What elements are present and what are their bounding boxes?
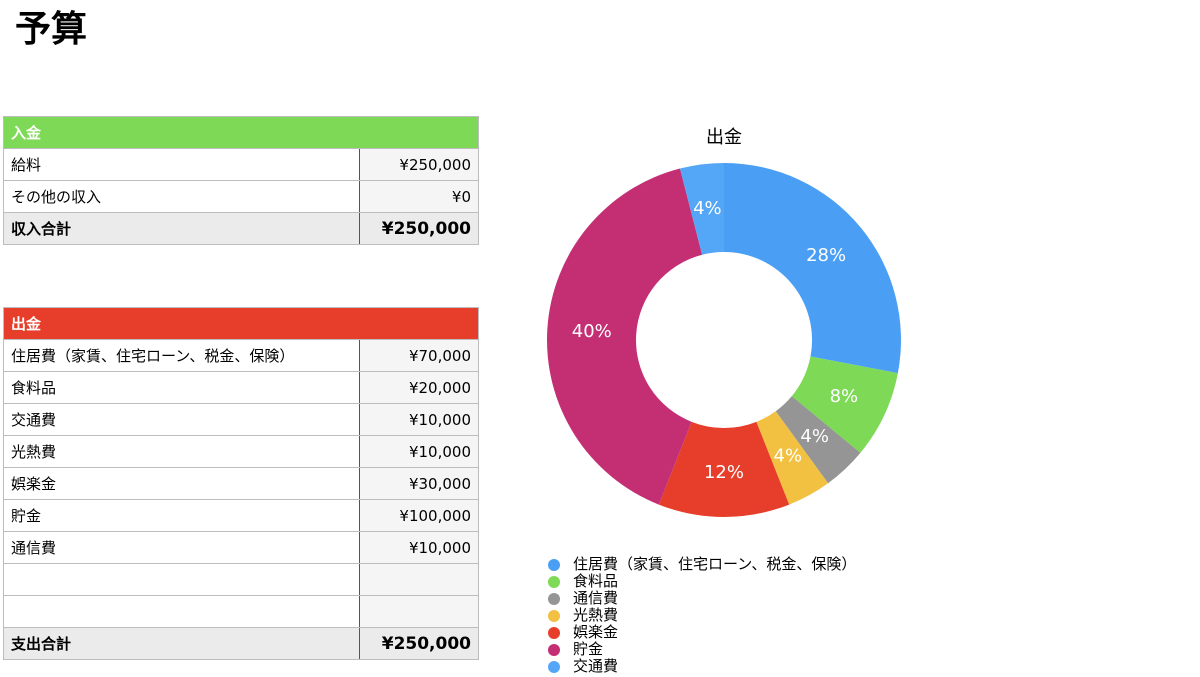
legend-swatch (548, 592, 560, 605)
expense-amount[interactable] (359, 563, 479, 596)
income-total-label: 収入合計 (3, 212, 360, 245)
expense-header: 出金 (3, 307, 479, 340)
legend-label: 通信費 (573, 589, 619, 607)
expense-amount[interactable] (359, 595, 479, 628)
slice-label-5: 40% (572, 321, 612, 342)
legend-swatch (548, 660, 560, 673)
expense-table: 出金 住居費（家賃、住宅ローン、税金、保険） ¥70,000 食料品 ¥20,0… (3, 307, 479, 660)
legend-swatch (548, 609, 560, 622)
expense-label[interactable]: 貯金 (3, 499, 360, 532)
income-label[interactable]: その他の収入 (3, 180, 360, 213)
slice-label-3: 4% (774, 446, 803, 467)
donut-slice-6[interactable] (679, 163, 724, 255)
income-total-amount: ¥250,000 (359, 212, 479, 245)
expense-label[interactable] (3, 563, 360, 596)
table-row (3, 595, 479, 628)
legend-item[interactable]: 貯金 (548, 641, 856, 658)
donut-slice-1[interactable] (791, 356, 898, 453)
donut-slice-5[interactable] (547, 168, 703, 505)
legend-item[interactable]: 通信費 (548, 590, 856, 607)
table-row: 給料 ¥250,000 (3, 148, 479, 181)
expense-label[interactable]: 光熱費 (3, 435, 360, 468)
expense-label[interactable]: 交通費 (3, 403, 360, 436)
donut-slice-2[interactable] (775, 396, 861, 484)
table-row: 住居費（家賃、住宅ローン、税金、保険） ¥70,000 (3, 339, 479, 372)
donut-slice-0[interactable] (724, 163, 901, 374)
legend-item[interactable]: 食料品 (548, 573, 856, 590)
legend-swatch (548, 558, 560, 571)
legend-swatch (548, 575, 560, 588)
table-row: 貯金 ¥100,000 (3, 499, 479, 532)
income-amount[interactable]: ¥0 (359, 180, 479, 213)
table-row: 交通費 ¥10,000 (3, 403, 479, 436)
expense-label[interactable]: 食料品 (3, 371, 360, 404)
income-table: 入金 給料 ¥250,000 その他の収入 ¥0 収入合計 ¥250,000 (3, 116, 479, 245)
legend-item[interactable]: 交通費 (548, 658, 856, 675)
legend-label: 光熱費 (573, 606, 619, 624)
income-total-row: 収入合計 ¥250,000 (3, 212, 479, 245)
expense-total-amount: ¥250,000 (359, 627, 479, 660)
expense-label[interactable]: 通信費 (3, 531, 360, 564)
income-header: 入金 (3, 116, 479, 149)
expense-total-row: 支出合計 ¥250,000 (3, 627, 479, 660)
slice-label-6: 4% (693, 198, 722, 219)
chart-legend: 住居費（家賃、住宅ローン、税金、保険） 食料品 通信費 光熱費 娯楽金 貯金 交通費 (548, 556, 856, 675)
page-title: 予算 (15, 9, 88, 50)
legend-label: 交通費 (573, 657, 619, 675)
legend-item[interactable]: 光熱費 (548, 607, 856, 624)
slice-label-4: 12% (704, 462, 744, 483)
table-row: その他の収入 ¥0 (3, 180, 479, 213)
income-header-row: 入金 (3, 116, 479, 149)
expense-amount[interactable]: ¥70,000 (359, 339, 479, 372)
expense-amount[interactable]: ¥10,000 (359, 403, 479, 436)
expense-label[interactable] (3, 595, 360, 628)
legend-swatch (548, 626, 560, 639)
table-row: 娯楽金 ¥30,000 (3, 467, 479, 500)
table-row (3, 563, 479, 596)
legend-label: 住居費（家賃、住宅ローン、税金、保険） (573, 555, 857, 573)
legend-item[interactable]: 住居費（家賃、住宅ローン、税金、保険） (548, 556, 856, 573)
expense-label[interactable]: 住居費（家賃、住宅ローン、税金、保険） (3, 339, 360, 372)
expense-header-row: 出金 (3, 307, 479, 340)
legend-item[interactable]: 娯楽金 (548, 624, 856, 641)
donut-slice-4[interactable] (658, 421, 790, 517)
slice-label-2: 4% (800, 426, 829, 447)
table-row: 通信費 ¥10,000 (3, 531, 479, 564)
legend-label: 食料品 (573, 572, 619, 590)
chart-title: 出金 (706, 127, 742, 148)
legend-label: 娯楽金 (573, 623, 619, 641)
table-row: 光熱費 ¥10,000 (3, 435, 479, 468)
income-label[interactable]: 給料 (3, 148, 360, 181)
donut-slice-3[interactable] (756, 411, 829, 505)
slice-label-1: 8% (830, 386, 859, 407)
expense-label[interactable]: 娯楽金 (3, 467, 360, 500)
income-amount[interactable]: ¥250,000 (359, 148, 479, 181)
expense-amount[interactable]: ¥100,000 (359, 499, 479, 532)
expense-total-label: 支出合計 (3, 627, 360, 660)
expense-amount[interactable]: ¥20,000 (359, 371, 479, 404)
table-row: 食料品 ¥20,000 (3, 371, 479, 404)
legend-label: 貯金 (573, 640, 604, 658)
slice-label-0: 28% (806, 245, 846, 266)
expense-amount[interactable]: ¥10,000 (359, 435, 479, 468)
expense-amount[interactable]: ¥10,000 (359, 531, 479, 564)
expense-amount[interactable]: ¥30,000 (359, 467, 479, 500)
legend-swatch (548, 643, 560, 656)
